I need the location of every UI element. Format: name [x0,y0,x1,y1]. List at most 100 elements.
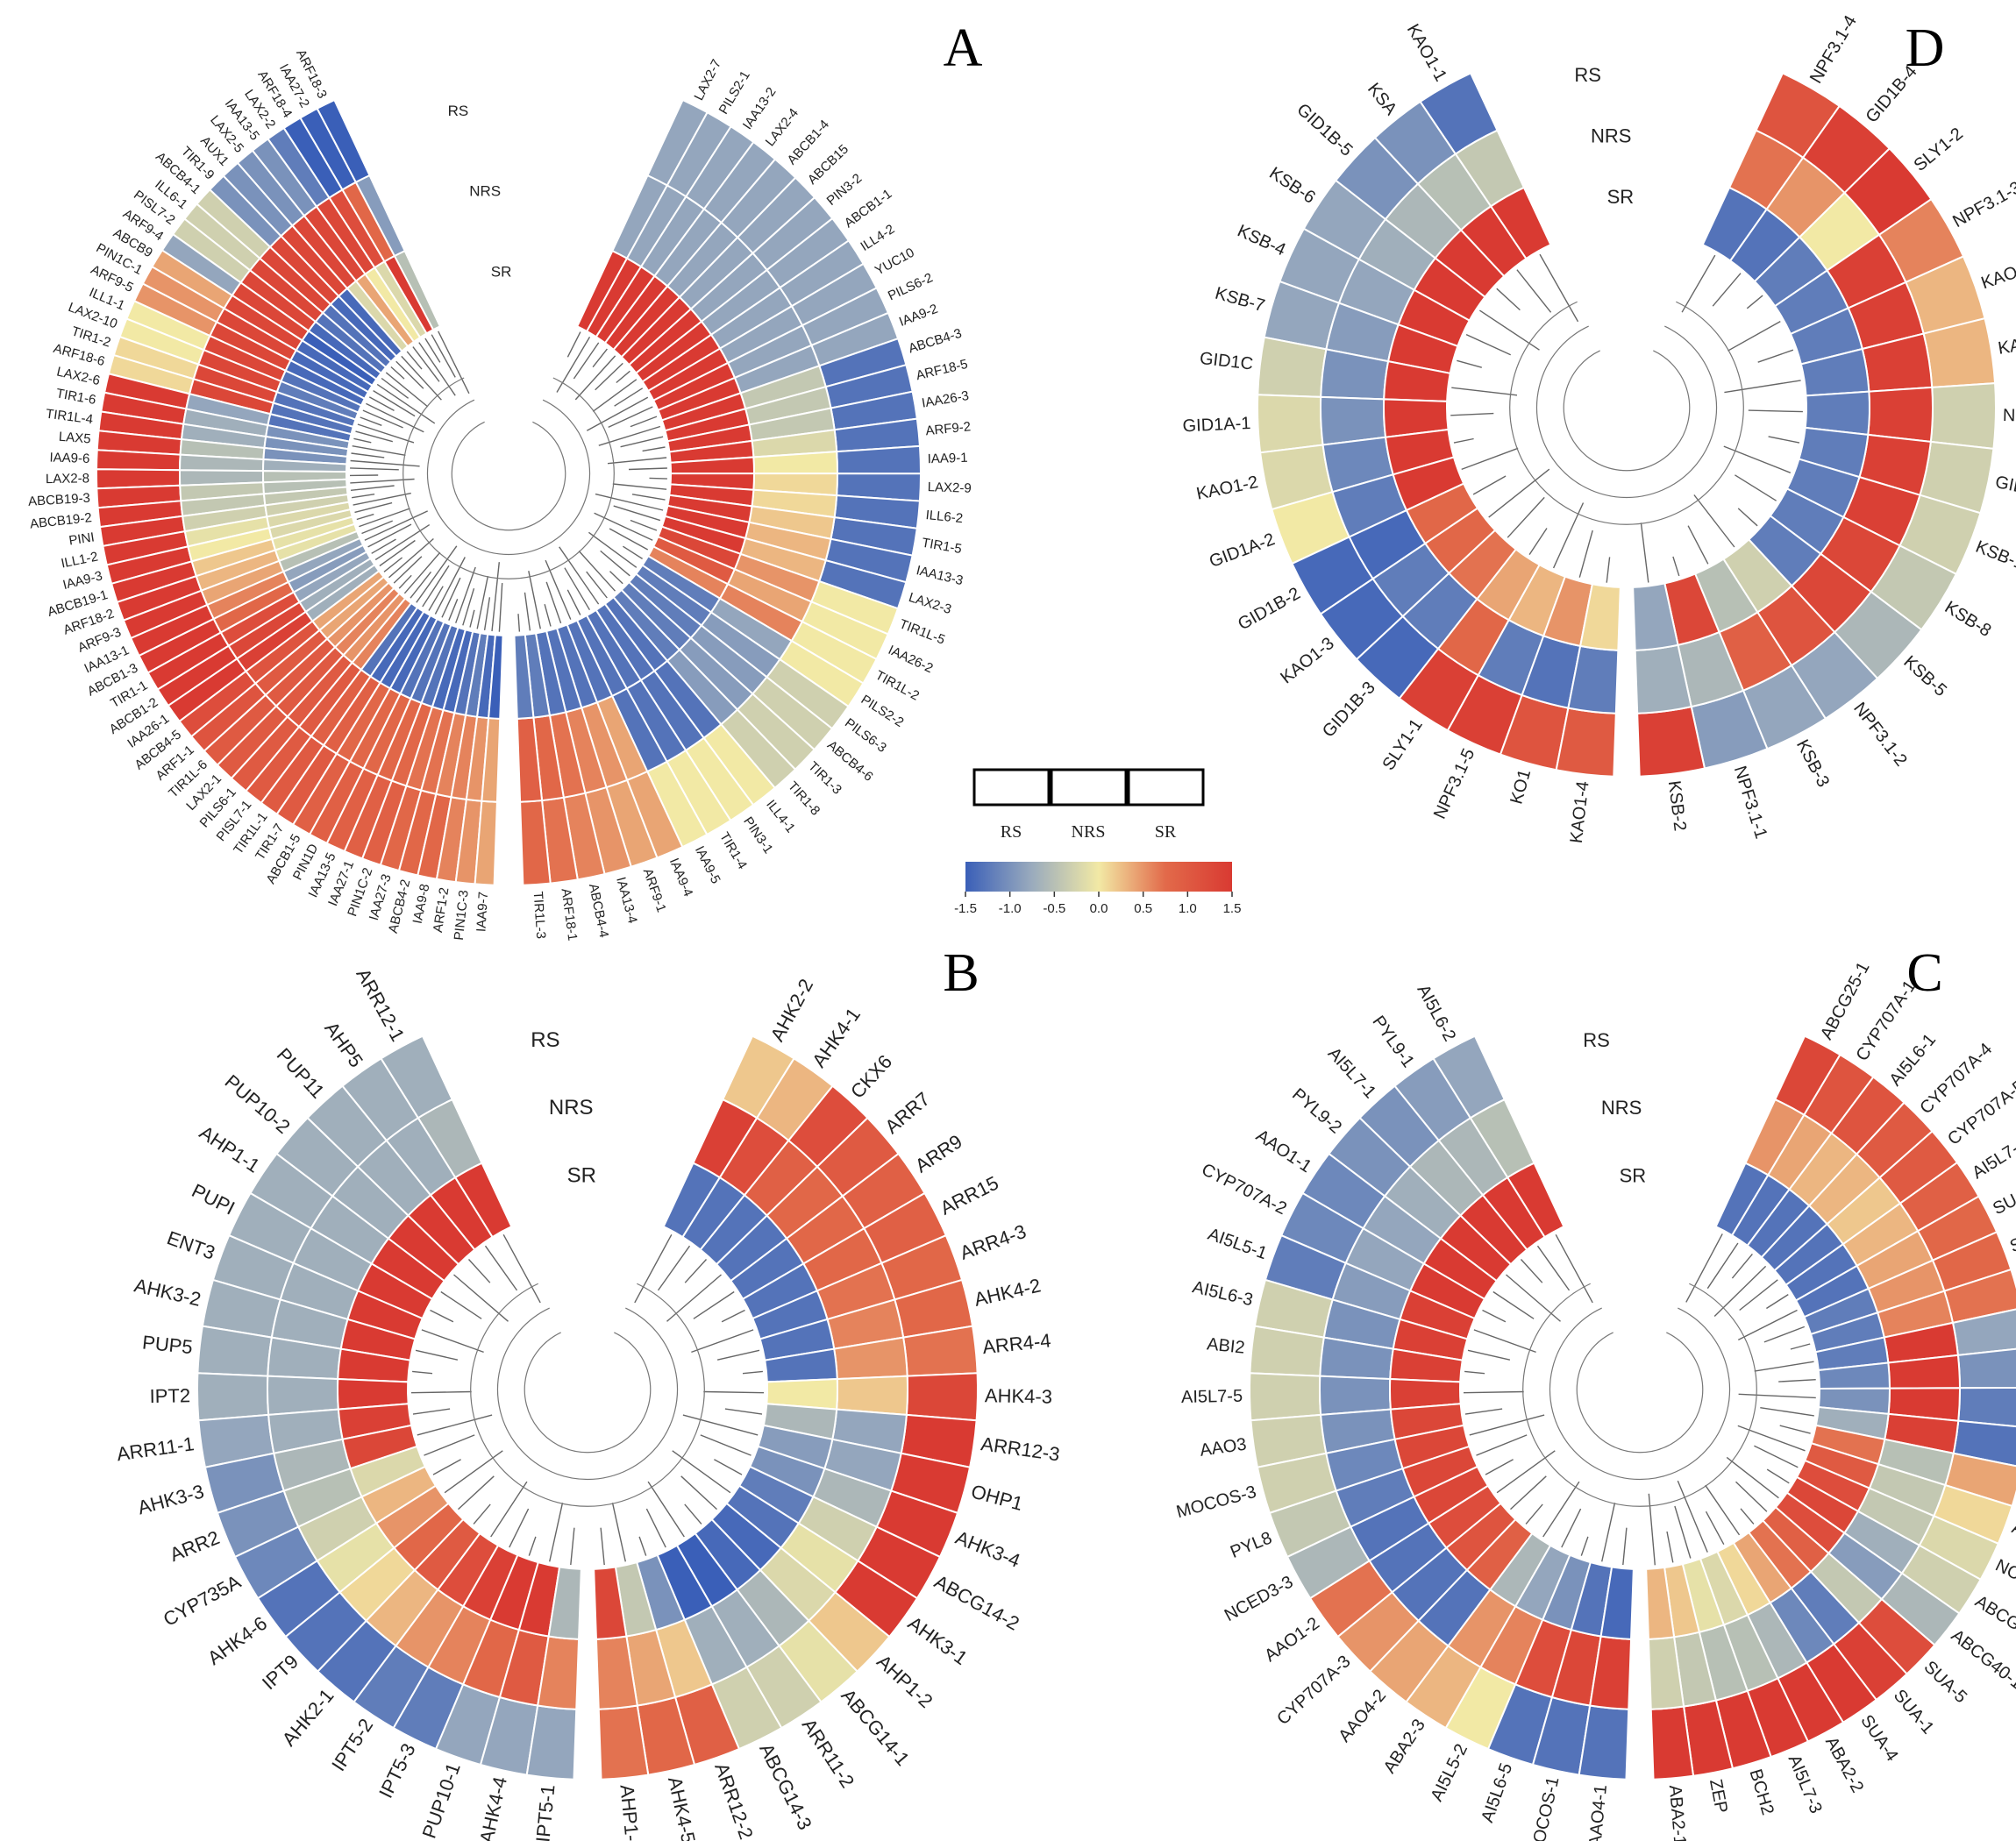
gene-label: AHP1-1 [196,1121,264,1177]
heatmap-cell [1399,1290,1476,1340]
heatmap-cell [436,1532,500,1608]
heatmap-cell [1578,583,1621,651]
heatmap-cell [1599,1566,1635,1640]
ring-label: NRS [1591,125,1631,147]
gene-label: TIR1-5 [921,536,963,557]
gene-label: KSB-1 [1973,537,2016,574]
heatmap-cell [341,1424,418,1470]
heatmap-cell [1413,1465,1490,1525]
gene-label: TIR1L-3 [531,891,549,939]
heatmap-cell [488,1553,540,1631]
gene-label: PILS2-1 [716,68,753,117]
ring-label: NRS [469,183,501,200]
panel-a-circular-heatmap: ARF18-3IAA27-2ARF18-4LAX2-2IAA13-5LAX2-5… [28,18,983,942]
gene-label: ABCG14-3 [755,1740,816,1833]
gene-label: CYP707A-2 [1199,1160,1290,1219]
gene-label: TIR1L-4 [45,407,94,428]
heatmap-cell [1541,1553,1592,1631]
dendrogram [1463,1233,1816,1566]
gene-label: NCED3-2 [1992,1556,2016,1607]
gene-label: AI5L5-1 [1205,1225,1269,1263]
heatmap-cell [1384,428,1456,476]
gene-label: ILL6-2 [925,508,964,526]
heatmap-cell [453,1162,513,1239]
gene-label: IPT9 [258,1650,303,1694]
gene-label: AHK4-3 [985,1384,1053,1407]
heatmap-cell [547,1566,582,1640]
gene-label: IAA9-8 [410,883,433,925]
legend-box-label: SR [1155,822,1177,842]
gene-label: PYL8 [1228,1528,1275,1562]
gene-label: LAX2-3 [907,590,953,617]
gene-label: ABCB19-3 [28,491,91,509]
gene-label: AHK3-2 [132,1274,203,1310]
ring-label: RS [531,1028,559,1052]
heatmap-cell [393,1502,465,1572]
gene-label: KSB-8 [1941,598,1995,641]
panel-letter: D [1906,18,1945,78]
gene-label: PUPI [189,1179,239,1219]
heatmap-cell [1423,507,1497,575]
gene-label: AAO1-2 [1261,1614,1323,1666]
gene-label: ZEP [1706,1778,1731,1815]
gene-label: OHP1 [969,1480,1025,1515]
panel-letter: C [1906,943,1942,1003]
heatmap-cell [1507,563,1567,637]
gene-label: SUA-5 [1920,1657,1970,1707]
scale-tick-label: -1.5 [954,901,977,916]
gene-label: AI5L6-2 [1414,982,1460,1045]
gene-label: IPT5-2 [327,1715,377,1775]
gene-label: AHP5 [320,1018,367,1071]
gene-label: PUP10-2 [221,1070,295,1138]
gene-label: KAO1-2 [1195,473,1260,504]
scale-tick-label: 0.0 [1090,901,1108,916]
gene-label: CKX6 [846,1050,896,1102]
heatmap-cell [1408,1262,1486,1320]
legend-box-label: NRS [1072,822,1106,842]
gene-label: PUP10-1 [418,1760,465,1841]
heatmap-cell [370,1237,446,1301]
heatmap-cell [1645,1566,1676,1640]
gene-label: NPF3.1-4 [1806,12,1861,87]
gene-label: KSB-2 [1664,779,1690,832]
gene-label: ARR9 [911,1130,966,1176]
gene-label: NPF3.1-1 [1730,764,1770,841]
gene-label: TIR1L-2 [873,668,922,704]
heatmap-cell [1257,394,1324,454]
gene-label: LAX2-7 [691,57,724,103]
gene-label: ARR4-3 [957,1220,1029,1264]
gene-label: ARR11-1 [115,1432,195,1465]
gene-label: KSB-7 [1213,284,1267,316]
legend-box-rs: RS [972,768,1051,842]
gene-label: PIN3-2 [824,171,866,209]
gene-label: ABI2 [1206,1334,1245,1357]
heatmap-cell [836,444,923,475]
panel-c-circular-heatmap: AI5L6-2PYL9-1AI5L7-1PYL9-2AAO1-1CYP707A-… [1174,943,2016,1841]
gene-label: IAA9-5 [692,843,723,886]
gene-label: ARR2 [167,1526,223,1566]
gene-label: KO1 [1507,767,1535,806]
heatmap-cell [1448,529,1518,601]
gene-label: IAA9-6 [49,450,89,466]
heatmap-cell [1389,1347,1464,1383]
legend-box-label: RS [1001,822,1022,842]
heatmap-cell [1397,288,1471,348]
gene-label: IPT2 [149,1384,190,1407]
gene-label: ABCB19-2 [29,510,92,531]
gene-label: NPF3.1-5 [1430,746,1479,822]
heatmap-cell [905,1372,979,1422]
dendrogram [1450,253,1803,583]
heatmap-cell [339,1318,417,1361]
gene-label: KAO1-4 [1567,780,1593,844]
heatmap-cell [1405,482,1479,545]
gene-label: LAX2-6 [55,364,102,388]
gene-label: NPF3.1-6 [2003,406,2016,427]
gene-label: ILL1-2 [60,549,99,571]
heatmap-cell [407,1193,476,1266]
ring-label: RS [448,103,469,119]
gene-label: AHP1-3 [616,1784,644,1841]
gene-label: IAA26-2 [886,643,935,676]
color-legend: RS NRS SR -1.5 -1.0 -0.5 0.0 0.5 1.0 1.5 [954,768,1241,916]
gene-label: PILS2-2 [858,692,907,729]
